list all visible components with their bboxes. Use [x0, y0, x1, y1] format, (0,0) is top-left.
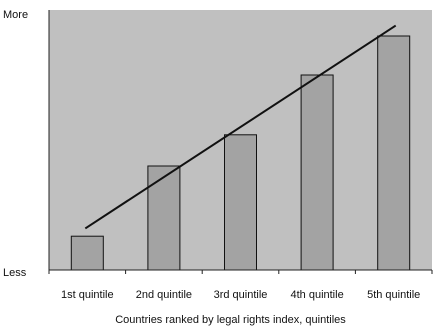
- bar-5: [377, 35, 411, 271]
- bar-2: [147, 165, 181, 271]
- x-tick-label-3: 3rd quintile: [214, 289, 268, 301]
- x-axis-title: Countries ranked by legal rights index, …: [115, 314, 346, 326]
- y-label-bottom: Less: [3, 267, 27, 279]
- y-label-top: More: [3, 9, 28, 21]
- x-tick-label-1: 1st quintile: [61, 289, 114, 301]
- x-tick-label-4: 4th quintile: [290, 289, 343, 301]
- x-tick-labels-group: 1st quintile 2nd quintile 3rd quintile 4th …: [61, 289, 420, 301]
- bar-4: [300, 74, 334, 271]
- bars-group: [70, 35, 411, 271]
- x-ticks-group: [48, 270, 433, 274]
- trend-line: [84, 24, 397, 230]
- bar-1: [70, 235, 104, 271]
- x-tick-label-2: 2nd quintile: [136, 289, 192, 301]
- x-tick-label-5: 5th quintile: [367, 289, 420, 301]
- bar-3: [224, 134, 257, 271]
